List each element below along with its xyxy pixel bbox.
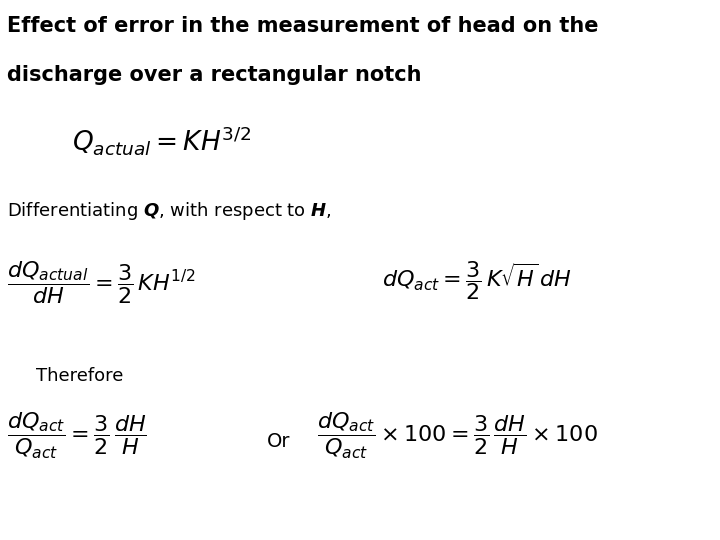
Text: $\mathit{Q}_{\mathit{actual}} = \mathit{KH}^{3/2}$: $\mathit{Q}_{\mathit{actual}} = \mathit{… [72,124,251,157]
Text: $d\mathit{Q}_{\mathit{act}} = \dfrac{3}{2}\,\mathit{K}\sqrt{\mathit{H}}\,d\mathi: $d\mathit{Q}_{\mathit{act}} = \dfrac{3}{… [382,259,572,302]
Text: $\dfrac{d\mathit{Q}_{\mathit{act}}}{\mathit{Q}_{\mathit{act}}} \times 100 = \dfr: $\dfrac{d\mathit{Q}_{\mathit{act}}}{\mat… [317,410,598,461]
Text: $\dfrac{d\mathit{Q}_{\mathit{act}}}{\mathit{Q}_{\mathit{act}}} = \dfrac{3}{2}\,\: $\dfrac{d\mathit{Q}_{\mathit{act}}}{\mat… [7,410,147,461]
Text: Effect of error in the measurement of head on the: Effect of error in the measurement of he… [7,16,599,36]
Text: discharge over a rectangular notch: discharge over a rectangular notch [7,65,422,85]
Text: Differentiating $\boldsymbol{Q}$, with respect to $\boldsymbol{H}$,: Differentiating $\boldsymbol{Q}$, with r… [7,200,332,222]
Text: Or: Or [266,432,290,451]
Text: Therefore: Therefore [36,367,123,385]
Text: $\dfrac{d\mathit{Q}_{\mathit{actual}}}{d\mathit{H}} = \dfrac{3}{2}\,\mathit{KH}^: $\dfrac{d\mathit{Q}_{\mathit{actual}}}{d… [7,259,196,306]
